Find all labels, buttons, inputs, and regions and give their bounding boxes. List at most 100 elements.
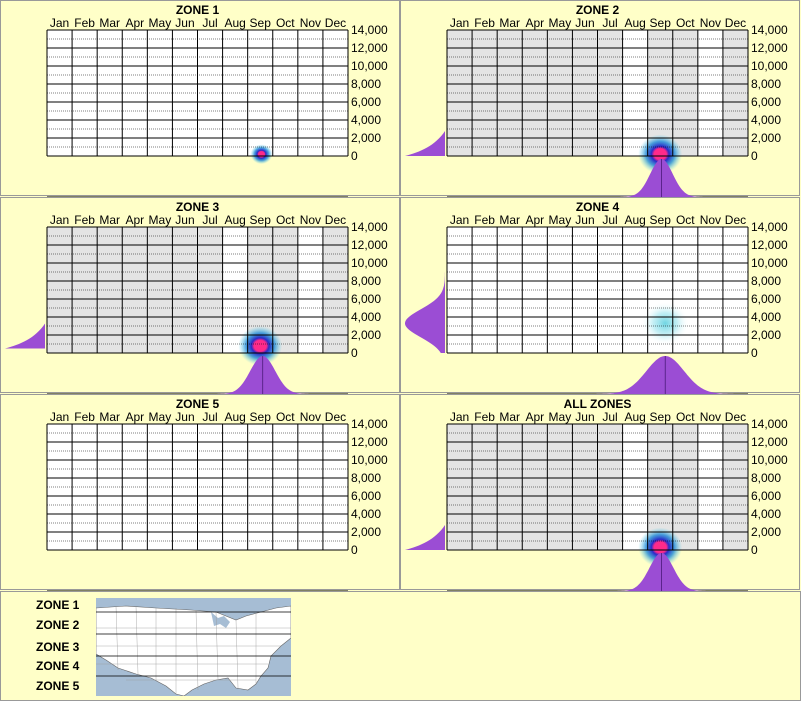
hotspot-mark: [638, 527, 683, 568]
y-tick-label: 10,000: [751, 59, 788, 73]
y-tick-label: 0: [351, 149, 358, 163]
hotspot-mark: [238, 326, 283, 366]
y-tick-label: 2,000: [351, 328, 381, 342]
month-label: Mar: [99, 410, 120, 424]
y-tick-label: 6,000: [751, 489, 781, 503]
month-label: Jul: [202, 213, 217, 227]
zone-panel: ZONE 1 Jan Feb Mar Apr May Jun Jul Aug Sep Oct Nov D…: [0, 0, 400, 197]
y-tick-label: 10,000: [751, 453, 788, 467]
panel-chart: Jan Feb Mar Apr May Jun Jul Aug Sep Oct Nov Dec 14,0…: [46, 410, 388, 591]
y-tick-label: 0: [751, 149, 758, 163]
zone-panel: ZONE 3 Jan Feb Mar Apr May Jun Jul Aug Sep Oct Nov D…: [0, 197, 400, 394]
y-tick-label: 14,000: [351, 417, 388, 431]
zone-map: [96, 598, 291, 696]
y-tick-label: 6,000: [351, 489, 381, 503]
y-tick-label: 12,000: [351, 435, 388, 449]
month-label: Aug: [624, 16, 645, 30]
panel-title: ZONE 4: [575, 200, 620, 214]
y-tick-label: 12,000: [351, 41, 388, 55]
month-label: Jan: [450, 16, 469, 30]
panel-title: ZONE 3: [175, 200, 220, 214]
y-tick-label: 12,000: [751, 435, 788, 449]
month-label: Jan: [50, 213, 69, 227]
month-label: Sep: [650, 213, 672, 227]
y-tick-label: 6,000: [351, 95, 381, 109]
month-label: Dec: [725, 16, 746, 30]
panel-chart: Jan Feb Mar Apr May Jun Jul Aug Sep Oct Nov Dec 14,0…: [405, 213, 788, 394]
month-label: Sep: [250, 16, 272, 30]
month-label: Jun: [575, 410, 594, 424]
month-label: Feb: [74, 16, 95, 30]
y-tick-label: 10,000: [351, 256, 388, 270]
month-label: Mar: [499, 213, 520, 227]
y-tick-label: 6,000: [751, 292, 781, 306]
zone-legend-label: ZONE 3: [36, 640, 80, 654]
month-label: Jul: [602, 16, 617, 30]
hotspot-mark: [638, 134, 683, 174]
panel-title: ZONE 1: [175, 3, 220, 17]
y-tick-label: 10,000: [351, 453, 388, 467]
y-tick-label: 0: [751, 346, 758, 360]
y-tick-label: 8,000: [351, 274, 381, 288]
month-label: Aug: [224, 410, 245, 424]
month-label: Dec: [325, 410, 346, 424]
month-label: Jun: [575, 16, 594, 30]
y-tick-label: 8,000: [351, 471, 381, 485]
y-tick-label: 14,000: [751, 220, 788, 234]
y-tick-label: 14,000: [751, 23, 788, 37]
month-label: Jan: [450, 213, 469, 227]
month-label: Jul: [602, 213, 617, 227]
month-label: May: [549, 410, 572, 424]
y-tick-label: 4,000: [351, 310, 381, 324]
y-tick-label: 8,000: [351, 77, 381, 91]
zone-panel: ZONE 4 Jan Feb Mar Apr May Jun Jul Aug Sep Oct Nov D…: [400, 197, 800, 394]
y-tick-label: 2,000: [751, 328, 781, 342]
y-tick-label: 10,000: [751, 256, 788, 270]
month-distribution: [447, 356, 748, 394]
month-distribution: [447, 159, 748, 197]
month-label: Dec: [725, 410, 746, 424]
month-label: Sep: [650, 410, 672, 424]
panel-chart: Jan Feb Mar Apr May Jun Jul Aug Sep Oct Nov Dec 14,0…: [46, 16, 388, 197]
month-label: Feb: [74, 410, 95, 424]
month-label: Nov: [300, 410, 321, 424]
y-tick-label: 8,000: [751, 274, 781, 288]
y-tick-label: 0: [351, 543, 358, 557]
month-label: Mar: [99, 16, 120, 30]
elevation-distribution: [5, 323, 45, 349]
month-label: Sep: [250, 213, 272, 227]
month-label: May: [149, 213, 172, 227]
month-label: May: [149, 410, 172, 424]
y-tick-label: 4,000: [351, 507, 381, 521]
month-label: Aug: [224, 213, 245, 227]
month-label: Jan: [50, 16, 69, 30]
y-tick-label: 6,000: [751, 95, 781, 109]
month-label: Feb: [474, 213, 495, 227]
month-label: Jan: [50, 410, 69, 424]
month-label: Apr: [125, 213, 144, 227]
month-label: Aug: [624, 410, 645, 424]
zone-legend-label: ZONE 5: [36, 679, 80, 693]
y-tick-label: 0: [351, 346, 358, 360]
month-label: Jun: [575, 213, 594, 227]
elevation-distribution: [405, 227, 445, 353]
y-tick-label: 8,000: [751, 77, 781, 91]
month-label: May: [149, 16, 172, 30]
month-label: Mar: [99, 213, 120, 227]
month-label: Mar: [499, 16, 520, 30]
month-label: Aug: [224, 16, 245, 30]
month-label: Apr: [125, 16, 144, 30]
y-tick-label: 2,000: [351, 131, 381, 145]
panel-chart: Jan Feb Mar Apr May Jun Jul Aug Sep Oct Nov Dec 14,0…: [405, 16, 788, 197]
month-label: Oct: [676, 410, 695, 424]
month-label: Jul: [602, 410, 617, 424]
panel-chart: Jan Feb Mar Apr May Jun Jul Aug Sep Oct Nov Dec 14,0…: [405, 410, 788, 591]
month-label: May: [549, 16, 572, 30]
y-tick-label: 4,000: [751, 113, 781, 127]
month-label: Nov: [700, 16, 721, 30]
month-shade: [472, 424, 498, 550]
zone-panel: ALL ZONES Jan Feb Mar Apr May Jun Jul Aug Sep Oct N…: [400, 394, 800, 591]
y-tick-label: 12,000: [751, 41, 788, 55]
month-label: Jun: [175, 16, 194, 30]
month-label: Nov: [300, 16, 321, 30]
